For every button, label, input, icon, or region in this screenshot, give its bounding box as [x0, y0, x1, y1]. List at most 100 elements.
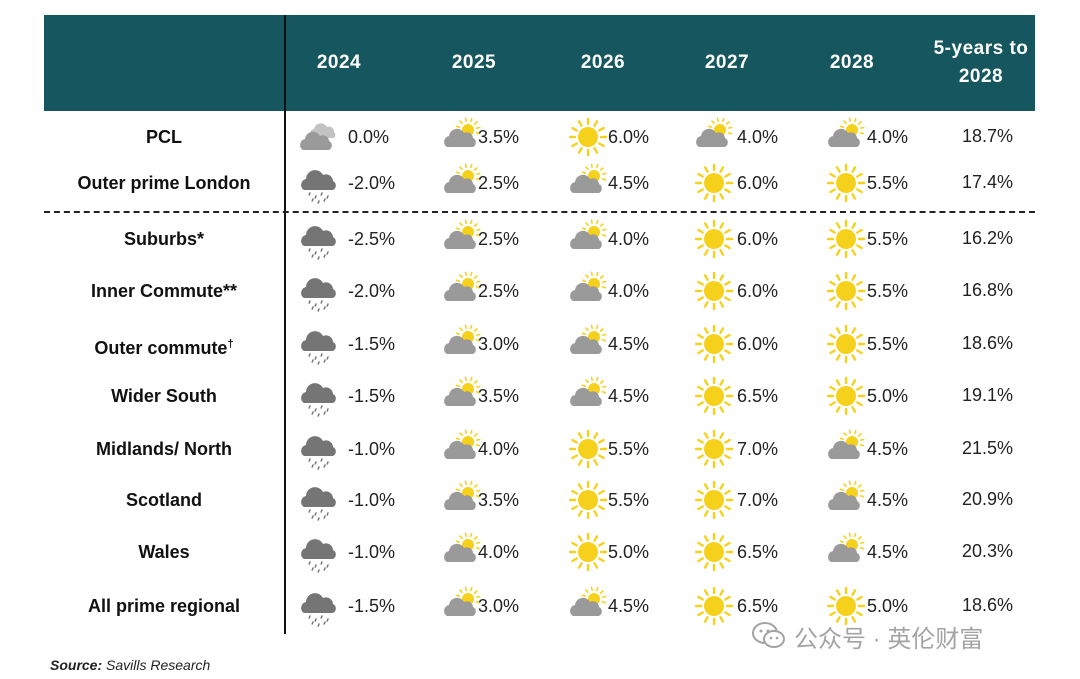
sunny-icon: [692, 323, 736, 365]
forecast-value: 7.0%: [737, 439, 779, 459]
forecast-value: 3.5%: [478, 127, 520, 147]
row-label: Inner Commute**: [90, 281, 238, 301]
rain-cloud-icon: [298, 270, 342, 312]
forecast-value: 4.0%: [608, 281, 650, 301]
five-year-total: 16.2%: [961, 228, 1014, 248]
row-label: Outer commute†: [94, 338, 234, 358]
sunny-icon: [692, 162, 736, 204]
five-year-total: 18.6%: [961, 595, 1014, 615]
sunny-icon: [824, 585, 868, 627]
forecast-value: 6.5%: [737, 386, 779, 406]
sunny-icon: [566, 428, 610, 470]
five-year-total: 16.8%: [961, 280, 1014, 300]
five-year-total: 21.5%: [961, 438, 1014, 458]
sunny-icon: [824, 218, 868, 260]
partly-cloudy-icon: [440, 479, 484, 521]
partly-cloudy-icon: [824, 428, 868, 470]
partly-cloudy-icon: [440, 428, 484, 470]
forecast-value: -1.0%: [348, 542, 396, 562]
sunny-icon: [692, 585, 736, 627]
five-year-total: 17.4%: [961, 172, 1014, 192]
wechat-icon: [752, 622, 785, 648]
forecast-value: -1.5%: [348, 334, 396, 354]
row-label: PCL: [146, 127, 182, 147]
partly-cloudy-icon: [692, 116, 736, 158]
rain-cloud-icon: [298, 218, 342, 260]
partly-cloudy-icon: [824, 531, 868, 573]
partly-cloudy-icon: [824, 116, 868, 158]
forecast-value: 5.5%: [867, 229, 909, 249]
five-year-total: 19.1%: [961, 385, 1014, 405]
five-year-total: 18.7%: [961, 126, 1014, 146]
forecast-value: 6.0%: [737, 334, 779, 354]
forecast-value: 4.0%: [867, 127, 909, 147]
table-header-bar: [44, 15, 1035, 111]
sunny-icon: [692, 270, 736, 312]
sunny-icon: [692, 428, 736, 470]
row-label: All prime regional: [87, 596, 241, 616]
forecast-value: 0.0%: [348, 127, 390, 147]
forecast-value: 2.5%: [478, 173, 520, 193]
partly-cloudy-icon: [566, 218, 610, 260]
forecast-value: 4.5%: [608, 173, 650, 193]
header-five-year: 5-years to 2028: [933, 38, 1029, 87]
forecast-value: 6.0%: [737, 229, 779, 249]
sunny-icon: [566, 116, 610, 158]
partly-cloudy-icon: [566, 585, 610, 627]
sunny-icon: [824, 323, 868, 365]
forecast-value: 5.5%: [608, 439, 650, 459]
forecast-value: 4.5%: [867, 439, 909, 459]
five-year-total: 20.9%: [961, 489, 1014, 509]
forecast-value: 5.0%: [608, 542, 650, 562]
sunny-icon: [824, 375, 868, 417]
sunny-icon: [692, 531, 736, 573]
forecast-value: -1.0%: [348, 439, 396, 459]
forecast-value: 6.5%: [737, 596, 779, 616]
forecast-value: 6.5%: [737, 542, 779, 562]
sunny-icon: [692, 479, 736, 521]
five-year-total: 18.6%: [961, 333, 1014, 353]
forecast-value: 5.5%: [867, 173, 909, 193]
forecast-value: -2.5%: [348, 229, 396, 249]
sunny-icon: [566, 531, 610, 573]
partly-cloudy-icon: [440, 323, 484, 365]
forecast-value: 7.0%: [737, 490, 779, 510]
forecast-value: 4.0%: [478, 542, 520, 562]
row-label: Wider South: [111, 386, 217, 406]
forecast-value: -1.0%: [348, 490, 396, 510]
forecast-value: 5.0%: [867, 386, 909, 406]
row-label: Midlands/ North: [96, 439, 232, 459]
forecast-value: 2.5%: [478, 229, 520, 249]
header-year-2028: 2028: [829, 52, 875, 74]
sunny-icon: [566, 479, 610, 521]
label-divider: [284, 15, 286, 634]
partly-cloudy-icon: [440, 116, 484, 158]
dashed-divider: [44, 211, 1035, 213]
header-year-2026: 2026: [580, 52, 626, 74]
forecast-value: -2.0%: [348, 173, 396, 193]
partly-cloudy-icon: [440, 585, 484, 627]
forecast-value: 4.5%: [608, 334, 650, 354]
forecast-value: 2.5%: [478, 281, 520, 301]
row-label: Scotland: [125, 490, 202, 510]
forecast-value: 3.0%: [478, 596, 520, 616]
partly-cloudy-icon: [440, 162, 484, 204]
partly-cloudy-icon: [824, 479, 868, 521]
forecast-value: -2.0%: [348, 281, 396, 301]
source-note: Source: Savills Research: [50, 657, 211, 673]
forecast-value: 5.0%: [867, 596, 909, 616]
row-label: Outer prime London: [77, 173, 251, 193]
partly-cloudy-icon: [566, 162, 610, 204]
partly-cloudy-icon: [566, 323, 610, 365]
forecast-value: 6.0%: [608, 127, 650, 147]
forecast-value: 5.5%: [867, 334, 909, 354]
header-year-2027: 2027: [704, 52, 750, 74]
forecast-value: 5.5%: [608, 490, 650, 510]
forecast-value: 6.0%: [737, 281, 779, 301]
header-year-2025: 2025: [451, 52, 497, 74]
partly-cloudy-icon: [566, 270, 610, 312]
overcast-icon: [298, 116, 342, 158]
forecast-value: 4.0%: [737, 127, 779, 147]
watermark: 公众号 · 英伦财富: [752, 620, 983, 653]
forecast-value: 4.5%: [608, 386, 650, 406]
